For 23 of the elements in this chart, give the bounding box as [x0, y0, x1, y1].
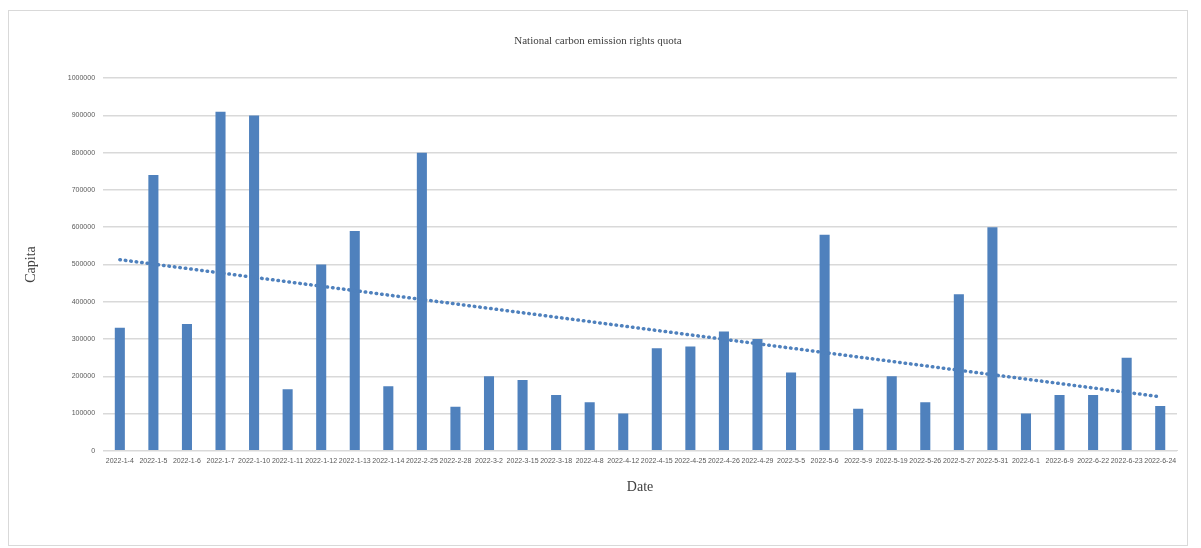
bar [886, 376, 897, 451]
bar [517, 380, 528, 451]
bar [584, 402, 595, 451]
bar [1020, 413, 1032, 451]
chart-title: National carbon emission rights quota [514, 34, 682, 47]
bar [114, 327, 125, 451]
bar [483, 376, 495, 451]
bar [853, 408, 864, 451]
bar [685, 346, 696, 451]
bar [786, 372, 797, 451]
bar [651, 348, 662, 451]
y-axis-title: Capita [23, 245, 39, 283]
bar [383, 386, 394, 451]
bar [450, 406, 461, 451]
bar [282, 389, 293, 451]
bar [920, 402, 931, 451]
x-axis-title: Date [626, 479, 654, 495]
bar [181, 324, 192, 451]
bar [618, 413, 629, 451]
bar [1155, 406, 1166, 451]
bar [551, 394, 562, 451]
bar [1054, 394, 1065, 451]
bar [1088, 394, 1099, 451]
